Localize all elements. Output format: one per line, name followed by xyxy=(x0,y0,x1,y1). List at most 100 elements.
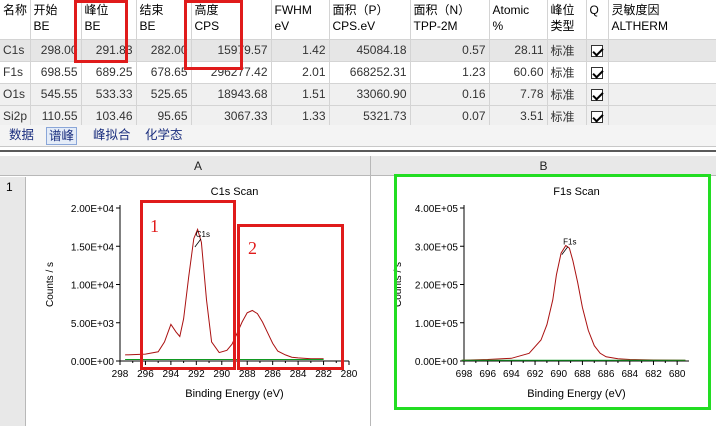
cell-end[interactable]: 95.65 xyxy=(136,105,192,128)
cell-type[interactable]: 标准 xyxy=(547,39,587,62)
column-header[interactable]: 峰位 BE xyxy=(81,0,137,40)
cell-fwhm[interactable]: 2.01 xyxy=(271,61,330,84)
cell-atomic[interactable]: 7.78 xyxy=(489,83,548,106)
cell-type[interactable]: 标准 xyxy=(547,83,587,106)
annotation-label-1: 1 xyxy=(150,216,159,236)
column-header-line1: 面积（P） xyxy=(332,3,389,17)
cell-quantify[interactable] xyxy=(586,61,609,84)
cell-name[interactable]: O1s xyxy=(0,83,31,106)
x-tick-label: 684 xyxy=(621,369,638,380)
cell-area_n[interactable]: 0.57 xyxy=(410,39,490,62)
column-header-line1: 开始 xyxy=(33,3,58,17)
y-tick-label: 5.00E+03 xyxy=(71,319,115,330)
y-tick-label: 0.00E+00 xyxy=(71,357,115,368)
row-number: 1 xyxy=(6,180,13,194)
column-header-line1: FWHM xyxy=(274,3,312,17)
column-divider xyxy=(370,156,371,426)
column-header[interactable]: 开始 BE xyxy=(30,0,82,40)
y-tick-label: 3.00E+05 xyxy=(415,242,459,253)
x-tick-label: 682 xyxy=(645,369,662,380)
quantify-checkbox[interactable] xyxy=(591,88,603,101)
cell-area_n[interactable]: 0.07 xyxy=(410,105,490,128)
cell-height[interactable]: 296277.42 xyxy=(191,61,272,84)
quantify-checkbox[interactable] xyxy=(591,110,603,123)
column-header[interactable]: 高度 CPS xyxy=(191,0,272,40)
column-header[interactable]: 灵敏度因 ALTHERM xyxy=(608,0,716,40)
quantify-checkbox[interactable] xyxy=(591,66,603,79)
column-header[interactable]: Q xyxy=(586,0,609,40)
cell-atomic[interactable]: 3.51 xyxy=(489,105,548,128)
cell-quantify[interactable] xyxy=(586,83,609,106)
tab-peak-fit[interactable]: 峰拟合 xyxy=(93,128,131,142)
cell-area_n[interactable]: 0.16 xyxy=(410,83,490,106)
column-header-a[interactable]: A xyxy=(193,159,202,173)
cell-type[interactable]: 标准 xyxy=(547,105,587,128)
cell-peak[interactable]: 103.46 xyxy=(81,105,137,128)
cell-area_p[interactable]: 5321.73 xyxy=(329,105,411,128)
cell-name[interactable]: F1s xyxy=(0,61,31,84)
annotation-box-f1s xyxy=(394,174,711,410)
column-header[interactable]: 结束 BE xyxy=(136,0,192,40)
column-header-line1: Atomic xyxy=(492,3,530,17)
c1s-scan-chart[interactable]: C1s Scan 0.00E+00 5.00E+03 1.00E+04 1.50E+04… xyxy=(27,178,371,426)
column-header[interactable]: 峰位 类型 xyxy=(547,0,587,40)
cell-area_p[interactable]: 45084.18 xyxy=(329,39,411,62)
cell-name[interactable]: C1s xyxy=(0,39,31,62)
cell-height[interactable]: 3067.33 xyxy=(191,105,272,128)
cell-end[interactable]: 678.65 xyxy=(136,61,192,84)
cell-peak[interactable]: 533.33 xyxy=(81,83,137,106)
cell-atomic[interactable]: 60.60 xyxy=(489,61,548,84)
cell-sensitivity[interactable] xyxy=(608,61,716,84)
x-tick-label: 698 xyxy=(456,369,473,380)
cell-area_n[interactable]: 1.23 xyxy=(410,61,490,84)
cell-fwhm[interactable]: 1.33 xyxy=(271,105,330,128)
cell-atomic[interactable]: 28.11 xyxy=(489,39,548,62)
cell-quantify[interactable] xyxy=(586,39,609,62)
quantify-checkbox[interactable] xyxy=(591,44,603,57)
column-header-line2: BE xyxy=(84,19,101,33)
cell-height[interactable]: 15979.57 xyxy=(191,39,272,62)
x-tick-label: 680 xyxy=(669,369,686,380)
cell-start[interactable]: 298.00 xyxy=(30,39,82,62)
cell-type[interactable]: 标准 xyxy=(547,61,587,84)
column-header[interactable]: 面积（N） TPP-2M xyxy=(410,0,490,40)
column-header[interactable]: FWHM eV xyxy=(271,0,330,40)
tab-chemical-state[interactable]: 化学态 xyxy=(145,128,183,142)
column-header-line2: CPS.eV xyxy=(332,19,376,33)
f1s-scan-chart[interactable]: F1s Scan 0.00E+00 1.00E+05 2.00E+05 3.00E+05… xyxy=(371,178,715,426)
cell-area_p[interactable]: 33060.90 xyxy=(329,83,411,106)
column-header[interactable]: Atomic% xyxy=(489,0,548,40)
cell-fwhm[interactable]: 1.42 xyxy=(271,39,330,62)
column-header-line1: 高度 xyxy=(194,3,219,17)
spectrum-line xyxy=(461,244,686,361)
cell-quantify[interactable] xyxy=(586,105,609,128)
cell-peak[interactable]: 291.83 xyxy=(81,39,137,62)
tab-peaks[interactable]: 谱峰 xyxy=(46,127,78,145)
tab-data[interactable]: 数据 xyxy=(9,128,35,142)
cell-height[interactable]: 18943.68 xyxy=(191,83,272,106)
table-row[interactable]: F1s 698.55 689.25 678.65 296277.42 2.01 668252… xyxy=(0,61,716,84)
cell-area_p[interactable]: 668252.31 xyxy=(329,61,411,84)
cell-peak[interactable]: 689.25 xyxy=(81,61,137,84)
highlight-end-column xyxy=(184,0,243,70)
cell-start[interactable]: 698.55 xyxy=(30,61,82,84)
cell-end[interactable]: 282.00 xyxy=(136,39,192,62)
cell-sensitivity[interactable] xyxy=(608,83,716,106)
cell-end[interactable]: 525.65 xyxy=(136,83,192,106)
row-header-1[interactable]: 1 xyxy=(0,177,26,426)
cell-sensitivity[interactable] xyxy=(608,39,716,62)
column-header[interactable]: 面积（P） CPS.eV xyxy=(329,0,411,40)
cell-start[interactable]: 545.55 xyxy=(30,83,82,106)
cell-fwhm[interactable]: 1.51 xyxy=(271,83,330,106)
cell-sensitivity[interactable] xyxy=(608,105,716,128)
x-tick-label: 292 xyxy=(188,369,205,380)
table-row[interactable]: C1s 298.00 291.83 282.00 15979.57 1.42 45084.1… xyxy=(0,39,716,62)
table-row[interactable]: O1s 545.55 533.33 525.65 18943.68 1.51 33060.9… xyxy=(0,83,716,106)
column-header-b[interactable]: B xyxy=(539,159,548,173)
cell-start[interactable]: 110.55 xyxy=(30,105,82,128)
table-row[interactable]: Si2p 110.55 103.46 95.65 3067.33 1.33 5321.73 0… xyxy=(0,105,716,128)
cell-name[interactable]: Si2p xyxy=(0,105,31,128)
column-header[interactable]: 名称 xyxy=(0,0,31,40)
annotation-box-2 xyxy=(237,224,344,370)
x-tick-label: 686 xyxy=(598,369,615,380)
